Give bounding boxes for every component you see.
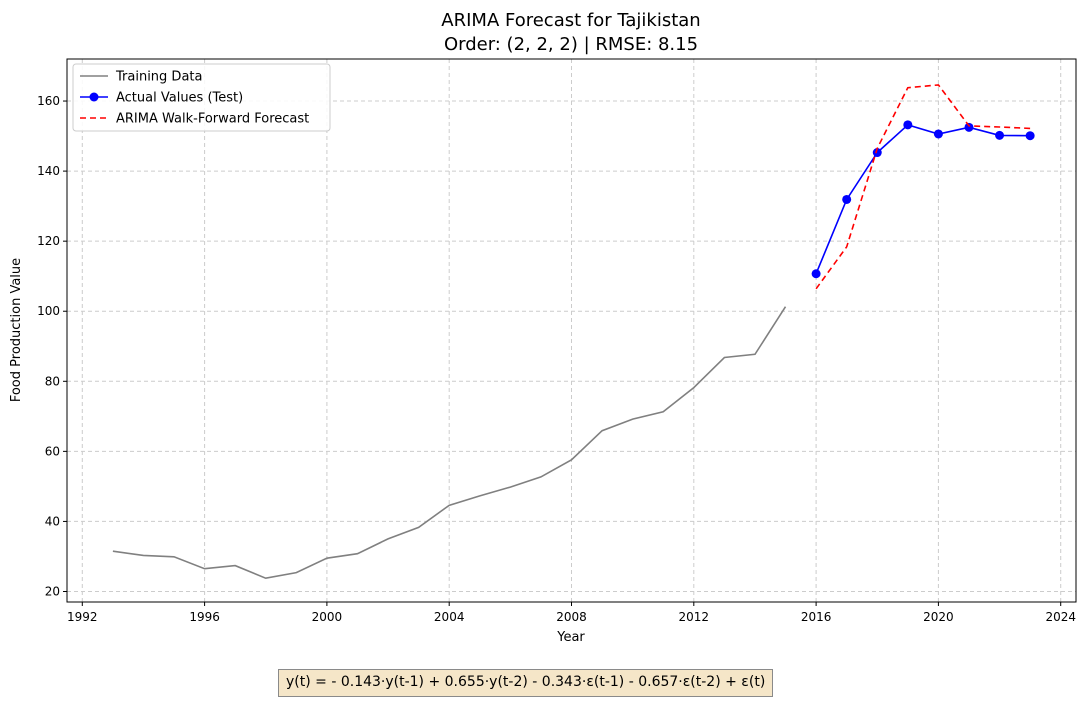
chart: ARIMA Forecast for Tajikistan Order: (2,… (9, 10, 1077, 645)
x-tick-label: 2020 (923, 610, 954, 624)
y-tick-label: 160 (37, 94, 60, 108)
y-tick-label: 80 (45, 374, 60, 388)
plot-series (112, 84, 1035, 580)
axis-ticks: 1992 1996 2000 2004 2008 2012 2016 2020 2024 20 40… (37, 94, 1076, 624)
legend-label: Actual Values (Test) (116, 91, 243, 106)
legend: Training Data Actual Values (Test) ARIMA W… (72, 63, 331, 132)
y-tick-label: 40 (45, 514, 60, 528)
y-tick-label: 120 (37, 234, 60, 248)
plot-frame (66, 58, 1077, 603)
x-tick-label: 2008 (556, 610, 587, 624)
y-axis-label: Food Production Value (9, 258, 24, 402)
chart-subtitle: Order: (2, 2, 2) | RMSE: 8.15 (444, 34, 698, 55)
y-tick-label: 20 (45, 584, 60, 598)
x-tick-label: 2004 (434, 610, 465, 624)
legend-marker (89, 92, 99, 102)
x-tick-label: 2024 (1045, 610, 1076, 624)
x-tick-label: 2012 (679, 610, 710, 624)
series-point (903, 120, 913, 130)
series-line-2 (815, 84, 1031, 290)
legend-label: ARIMA Walk-Forward Forecast (116, 112, 309, 127)
grid (67, 59, 1076, 602)
x-tick-label: 1996 (189, 610, 220, 624)
series-point (811, 269, 821, 279)
y-tick-label: 100 (37, 304, 60, 318)
y-tick-label: 60 (45, 444, 60, 458)
chart-title: ARIMA Forecast for Tajikistan (441, 10, 700, 31)
series-point (872, 148, 882, 158)
series-point (964, 122, 974, 132)
series-line-1 (815, 124, 1031, 275)
series-point (1025, 131, 1035, 141)
x-axis-label: Year (556, 630, 585, 645)
legend-frame (72, 63, 331, 132)
series-line-0 (112, 306, 787, 580)
equation-box: y(t) = - 0.143·y(t-1) + 0.655·y(t-2) - 0… (278, 669, 774, 697)
x-tick-label: 2016 (801, 610, 832, 624)
series-point (842, 194, 852, 204)
series-point (933, 129, 943, 139)
series-point (995, 130, 1005, 140)
x-tick-label: 1992 (67, 610, 98, 624)
x-tick-label: 2000 (312, 610, 343, 624)
equation-text: y(t) = - 0.143·y(t-1) + 0.655·y(t-2) - 0… (286, 674, 766, 690)
y-tick-label: 140 (37, 164, 60, 178)
legend-label: Training Data (115, 70, 202, 85)
